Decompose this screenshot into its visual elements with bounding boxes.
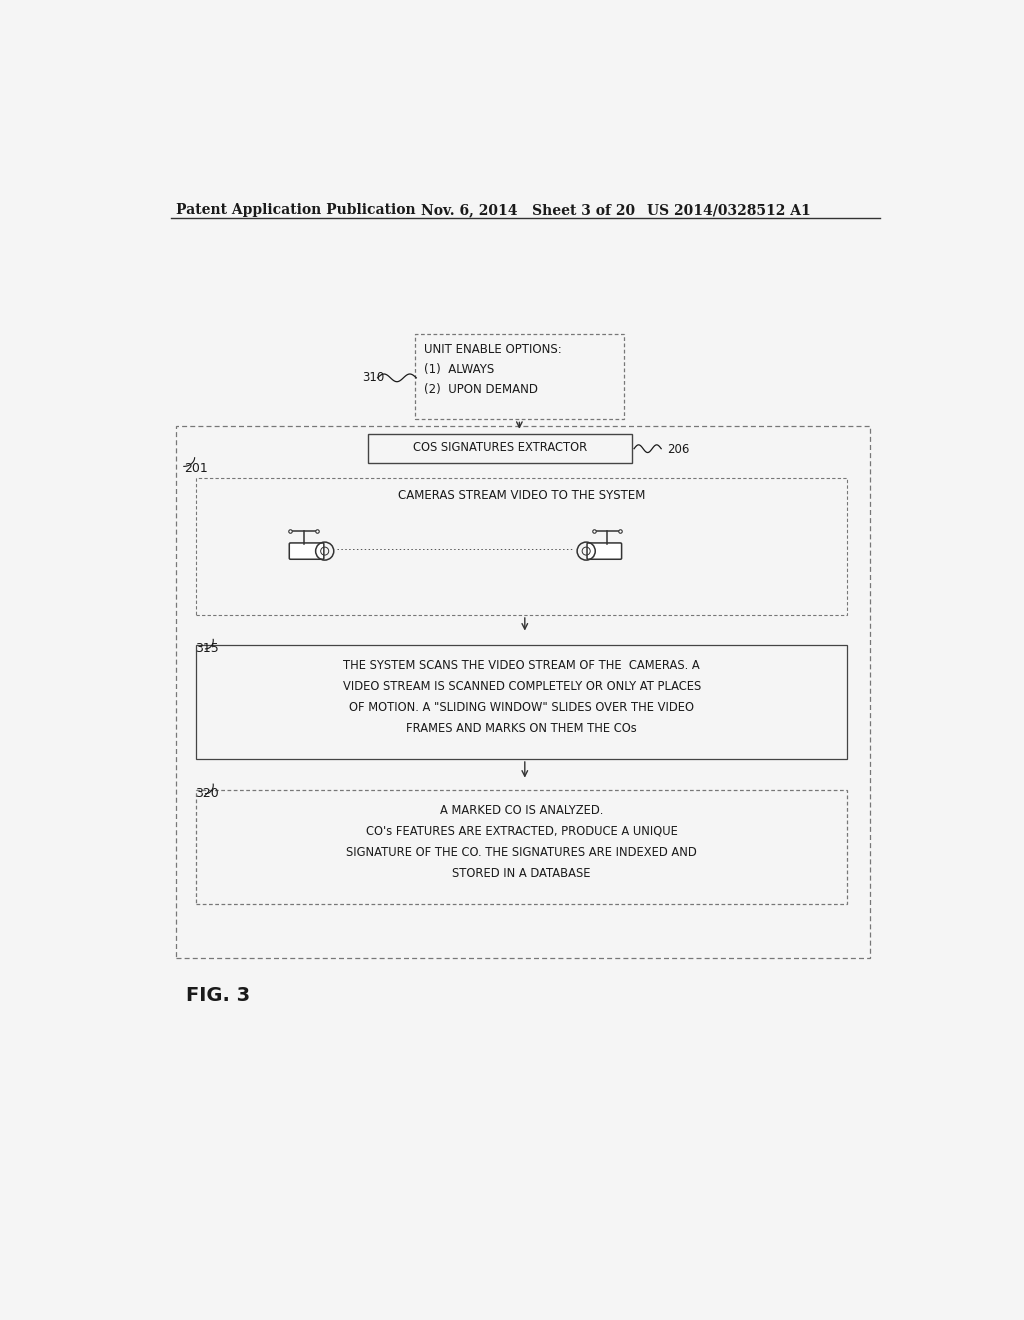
FancyBboxPatch shape bbox=[197, 645, 847, 759]
Text: CAMERAS STREAM VIDEO TO THE SYSTEM: CAMERAS STREAM VIDEO TO THE SYSTEM bbox=[398, 488, 645, 502]
Text: 310: 310 bbox=[362, 371, 384, 384]
Text: 206: 206 bbox=[667, 444, 689, 455]
FancyBboxPatch shape bbox=[176, 426, 869, 958]
Text: Nov. 6, 2014   Sheet 3 of 20: Nov. 6, 2014 Sheet 3 of 20 bbox=[421, 203, 635, 216]
Text: 201: 201 bbox=[183, 462, 208, 475]
Text: A MARKED CO IS ANALYZED.
CO's FEATURES ARE EXTRACTED, PRODUCE A UNIQUE
SIGNATURE: A MARKED CO IS ANALYZED. CO's FEATURES A… bbox=[346, 804, 697, 879]
Text: UNIT ENABLE OPTIONS:
(1)  ALWAYS
(2)  UPON DEMAND: UNIT ENABLE OPTIONS: (1) ALWAYS (2) UPON… bbox=[424, 343, 562, 396]
Text: COS SIGNATURES EXTRACTOR: COS SIGNATURES EXTRACTOR bbox=[413, 441, 587, 454]
Text: 315: 315 bbox=[195, 642, 218, 655]
Text: US 2014/0328512 A1: US 2014/0328512 A1 bbox=[647, 203, 811, 216]
Text: THE SYSTEM SCANS THE VIDEO STREAM OF THE  CAMERAS. A
VIDEO STREAM IS SCANNED COM: THE SYSTEM SCANS THE VIDEO STREAM OF THE… bbox=[343, 659, 700, 735]
FancyBboxPatch shape bbox=[197, 789, 847, 904]
Text: Patent Application Publication: Patent Application Publication bbox=[176, 203, 416, 216]
FancyBboxPatch shape bbox=[415, 334, 624, 418]
Text: FIG. 3: FIG. 3 bbox=[186, 986, 250, 1005]
Text: 320: 320 bbox=[195, 787, 218, 800]
FancyBboxPatch shape bbox=[289, 543, 324, 560]
FancyBboxPatch shape bbox=[197, 478, 847, 615]
FancyBboxPatch shape bbox=[369, 434, 632, 463]
FancyBboxPatch shape bbox=[587, 543, 622, 560]
